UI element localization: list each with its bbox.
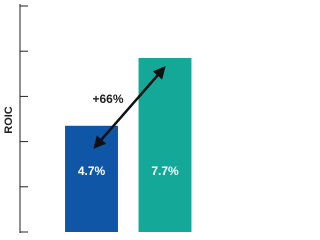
- bar: [138, 57, 192, 233]
- page: ROIC 4.7%7.7% +66% (() => { const data =…: [2, 4, 192, 233]
- value-label: 4.7%: [78, 164, 106, 178]
- y-axis-label: ROIC: [3, 106, 15, 134]
- change-arrow: [93, 66, 166, 149]
- chart: ROIC 4.7% 7.7% +66%: [3, 4, 192, 233]
- bar: [65, 125, 118, 232]
- value-label: 7.7%: [151, 164, 179, 178]
- annotation: +66%: [92, 92, 123, 106]
